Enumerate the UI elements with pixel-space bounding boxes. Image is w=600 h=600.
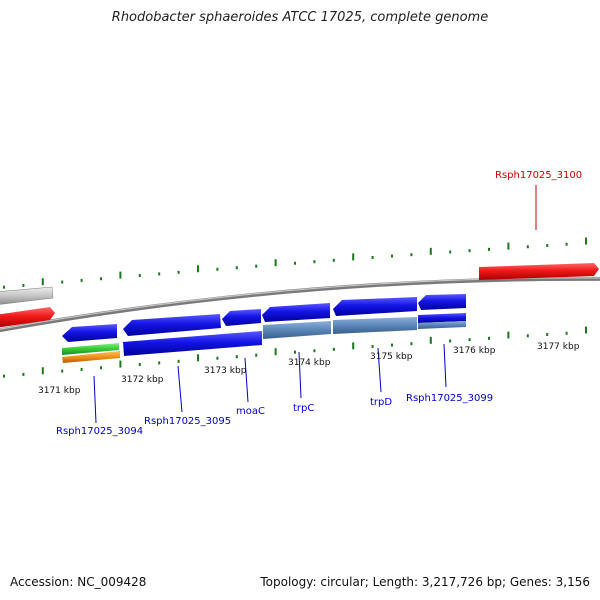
gene-trpd-upper[interactable] — [333, 297, 417, 316]
kbp-label: 3173 kbp — [204, 366, 247, 376]
gene-rsph17025-3100[interactable] — [479, 263, 599, 280]
gene-label-moac[interactable]: moaC — [236, 406, 265, 417]
gene-rsph17025-3099-lower-steel[interactable] — [418, 321, 466, 329]
gene-rsph17025-3099-lower-blue[interactable] — [418, 313, 466, 323]
gene-label-connector — [298, 351, 302, 399]
gene-rsph17025-3094-upper[interactable] — [62, 324, 117, 342]
gene-rsph17025-3099-upper[interactable] — [418, 294, 466, 310]
gene-red-partial[interactable] — [0, 307, 55, 328]
gene-label-trpd[interactable]: trpD — [370, 397, 392, 408]
gene-label-rsph17025-3099[interactable]: Rsph17025_3099 — [406, 393, 493, 404]
gene-rsph17025-3095-upper[interactable] — [123, 314, 221, 336]
gene-trpc-lower[interactable] — [263, 321, 331, 339]
lower-tick-track — [3, 326, 587, 378]
gene-rsph17025-3095-lower[interactable] — [123, 331, 262, 356]
gene-label-rsph17025-3100[interactable]: Rsph17025_3100 — [495, 170, 582, 181]
kbp-label: 3172 kbp — [121, 375, 164, 385]
genome-title: Rhodobacter sphaeroides ATCC 17025, comp… — [111, 10, 489, 25]
kbp-label: 3175 kbp — [370, 352, 413, 362]
kbp-label: 3174 kbp — [288, 358, 331, 368]
gene-label-trpc[interactable]: trpC — [293, 403, 314, 414]
kbp-label-layer: 3171 kbp 3172 kbp 3173 kbp 3174 kbp 3175 kbp… — [38, 342, 580, 396]
gene-label-connector — [93, 375, 97, 424]
gene-trpc-upper[interactable] — [262, 303, 330, 322]
kbp-label: 3176 kbp — [453, 346, 496, 356]
genome-backbone — [0, 276, 600, 333]
accession-text: Accession: NC_009428 — [10, 575, 147, 589]
gene-rsph17025-3094-orange[interactable] — [62, 351, 120, 363]
gene-label-connector — [443, 343, 447, 388]
gene-gray-partial[interactable] — [0, 286, 54, 305]
kbp-label: 3177 kbp — [537, 342, 580, 352]
gene-trpd-lower[interactable] — [333, 317, 417, 334]
gene-label-rsph17025-3095[interactable]: Rsph17025_3095 — [144, 416, 231, 427]
genome-summary-text: Topology: circular; Length: 3,217,726 bp… — [260, 575, 590, 589]
kbp-label: 3171 kbp — [38, 386, 81, 396]
gene-label-connector — [244, 357, 249, 403]
gene-label-rsph17025-3094[interactable]: Rsph17025_3094 — [56, 426, 143, 437]
gene-rsph17025-3094-green[interactable] — [62, 343, 119, 355]
gene-moac-upper[interactable] — [222, 309, 261, 326]
gene-label-connector — [177, 365, 183, 413]
upper-tick-track — [3, 237, 587, 289]
gene-label-connector — [377, 347, 382, 393]
